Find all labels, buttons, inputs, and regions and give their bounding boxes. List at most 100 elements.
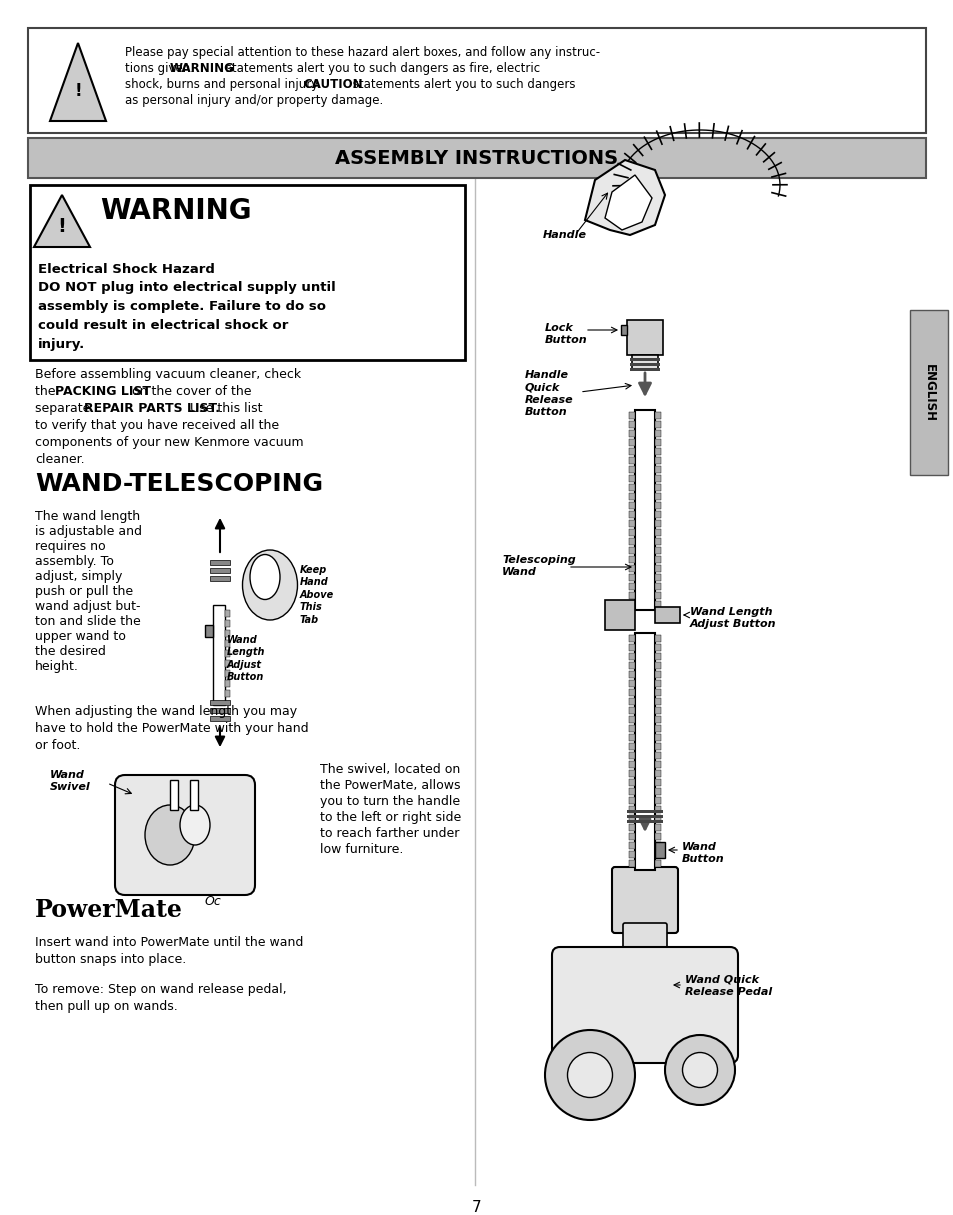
Bar (628, 744, 635, 750)
Text: wand adjust but-: wand adjust but- (35, 600, 140, 614)
Polygon shape (50, 43, 106, 122)
Text: cleaner.: cleaner. (35, 453, 85, 467)
Text: separate: separate (35, 402, 94, 416)
Bar (655, 565, 660, 572)
Ellipse shape (250, 554, 280, 599)
Bar (628, 860, 635, 868)
Bar (628, 752, 635, 759)
Bar (655, 583, 660, 590)
Bar (225, 690, 230, 697)
Bar (655, 635, 660, 642)
Bar (655, 824, 660, 831)
Bar (628, 512, 635, 518)
Bar (628, 824, 635, 831)
Bar (225, 640, 230, 648)
Bar (626, 320, 662, 355)
Text: have to hold the PowerMate with your hand: have to hold the PowerMate with your han… (35, 722, 309, 735)
Polygon shape (584, 160, 664, 234)
Bar (655, 744, 660, 750)
Bar (655, 815, 660, 823)
Text: Use this list: Use this list (186, 402, 262, 416)
Bar (655, 680, 660, 686)
Bar (629, 363, 659, 366)
Text: REPAIR PARTS LIST.: REPAIR PARTS LIST. (84, 402, 220, 416)
Bar (655, 850, 660, 858)
Text: to reach farther under: to reach farther under (319, 827, 459, 840)
Text: The swivel, located on: The swivel, located on (319, 763, 459, 776)
Text: ASSEMBLY INSTRUCTIONS: ASSEMBLY INSTRUCTIONS (335, 148, 618, 168)
FancyBboxPatch shape (622, 923, 666, 962)
Text: ENGLISH: ENGLISH (922, 363, 935, 422)
Bar (210, 560, 230, 565)
Bar (628, 439, 635, 446)
Bar (628, 770, 635, 778)
Bar (213, 605, 225, 705)
Bar (628, 662, 635, 669)
Text: Please pay special attention to these hazard alert boxes, and follow any instruc: Please pay special attention to these ha… (125, 46, 599, 60)
Bar (655, 644, 660, 651)
Bar (655, 734, 660, 741)
Text: or foot.: or foot. (35, 739, 80, 752)
Bar (628, 652, 635, 660)
Bar (655, 608, 679, 623)
Bar (655, 475, 660, 482)
Text: is adjustable and: is adjustable and (35, 525, 142, 538)
Text: WARNING: WARNING (100, 197, 252, 225)
FancyBboxPatch shape (909, 310, 947, 475)
Text: the: the (35, 385, 59, 399)
Bar (655, 502, 660, 509)
Text: assembly. To: assembly. To (35, 555, 113, 567)
Bar (635, 633, 655, 870)
Bar (655, 529, 660, 536)
Text: WARNING: WARNING (170, 62, 234, 75)
Text: Lock
Button: Lock Button (544, 323, 587, 345)
Text: Handle
Quick
Release
Button: Handle Quick Release Button (524, 371, 573, 417)
Bar (628, 671, 635, 678)
Bar (170, 780, 178, 810)
Bar (628, 529, 635, 536)
Bar (635, 409, 655, 610)
Bar (655, 520, 660, 527)
Bar (628, 789, 635, 795)
Text: CAUTION: CAUTION (303, 78, 362, 91)
Bar (628, 734, 635, 741)
Bar (620, 324, 626, 335)
Text: on the cover of the: on the cover of the (128, 385, 252, 399)
Bar (628, 475, 635, 482)
Text: tions given.: tions given. (125, 62, 201, 75)
Bar (655, 493, 660, 501)
Bar (628, 547, 635, 554)
Text: To remove: Step on wand release pedal,: To remove: Step on wand release pedal, (35, 983, 286, 996)
Text: The wand length: The wand length (35, 510, 140, 522)
Bar (225, 610, 230, 617)
Text: WAND-TELESCOPING: WAND-TELESCOPING (35, 471, 323, 496)
Bar (655, 797, 660, 804)
Text: as personal injury and/or property damage.: as personal injury and/or property damag… (125, 94, 383, 107)
Bar (655, 448, 660, 454)
Text: requires no: requires no (35, 539, 106, 553)
Text: shock, burns and personal injury.: shock, burns and personal injury. (125, 78, 328, 91)
Text: to the left or right side: to the left or right side (319, 810, 460, 824)
Bar (655, 707, 660, 714)
Bar (210, 708, 230, 713)
Bar (210, 576, 230, 581)
Text: the desired: the desired (35, 645, 106, 659)
Bar (628, 601, 635, 608)
Text: Wand
Button: Wand Button (681, 842, 724, 864)
Text: upper wand to: upper wand to (35, 631, 126, 643)
Bar (655, 770, 660, 778)
Text: !: ! (57, 216, 67, 236)
Bar (655, 422, 660, 428)
Bar (655, 697, 660, 705)
Bar (225, 620, 230, 627)
Bar (190, 780, 198, 810)
Bar (628, 448, 635, 454)
Text: injury.: injury. (38, 338, 85, 351)
Text: ton and slide the: ton and slide the (35, 615, 141, 628)
Ellipse shape (145, 806, 194, 865)
Bar (628, 493, 635, 501)
Bar (655, 842, 664, 858)
Bar (628, 565, 635, 572)
Text: Before assembling vacuum cleaner, check: Before assembling vacuum cleaner, check (35, 368, 301, 382)
Bar (628, 644, 635, 651)
